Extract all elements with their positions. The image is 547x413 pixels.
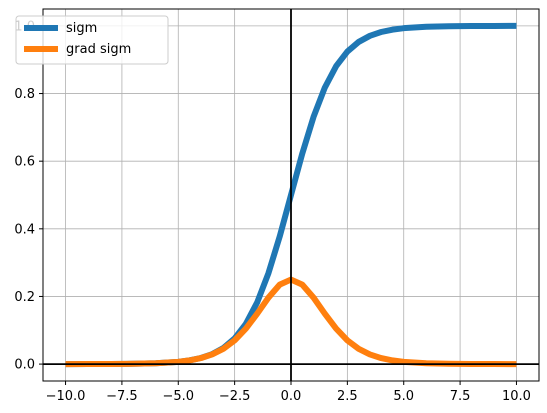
y-tick-label: 0.4 [14,222,35,237]
x-tick-label: 7.5 [450,389,471,404]
y-tick-label: 0.2 [14,290,35,305]
reference-lines [43,9,539,381]
x-tick-label: 2.5 [337,389,358,404]
x-tick-label: 5.0 [393,389,414,404]
x-tick-label: −5.0 [162,389,194,404]
y-tick-label: 0.8 [14,87,35,102]
x-tick-label: −2.5 [219,389,251,404]
y-tick-label: 0.6 [14,155,35,170]
x-tick-label: 10.0 [502,389,531,404]
x-tick-label: −7.5 [106,389,138,404]
legend: sigm grad sigm [15,15,169,65]
legend-grad-sigm-label: grad sigm [66,42,131,57]
y-tick-label: 0.0 [14,358,35,373]
x-axis: −10.0 −7.5 −5.0 −2.5 0.0 2.5 5.0 7.5 10.0 [46,381,531,404]
x-tick-label: −10.0 [46,389,86,404]
x-tick-label: 0.0 [281,389,302,404]
legend-sigm-label: sigm [66,21,97,36]
